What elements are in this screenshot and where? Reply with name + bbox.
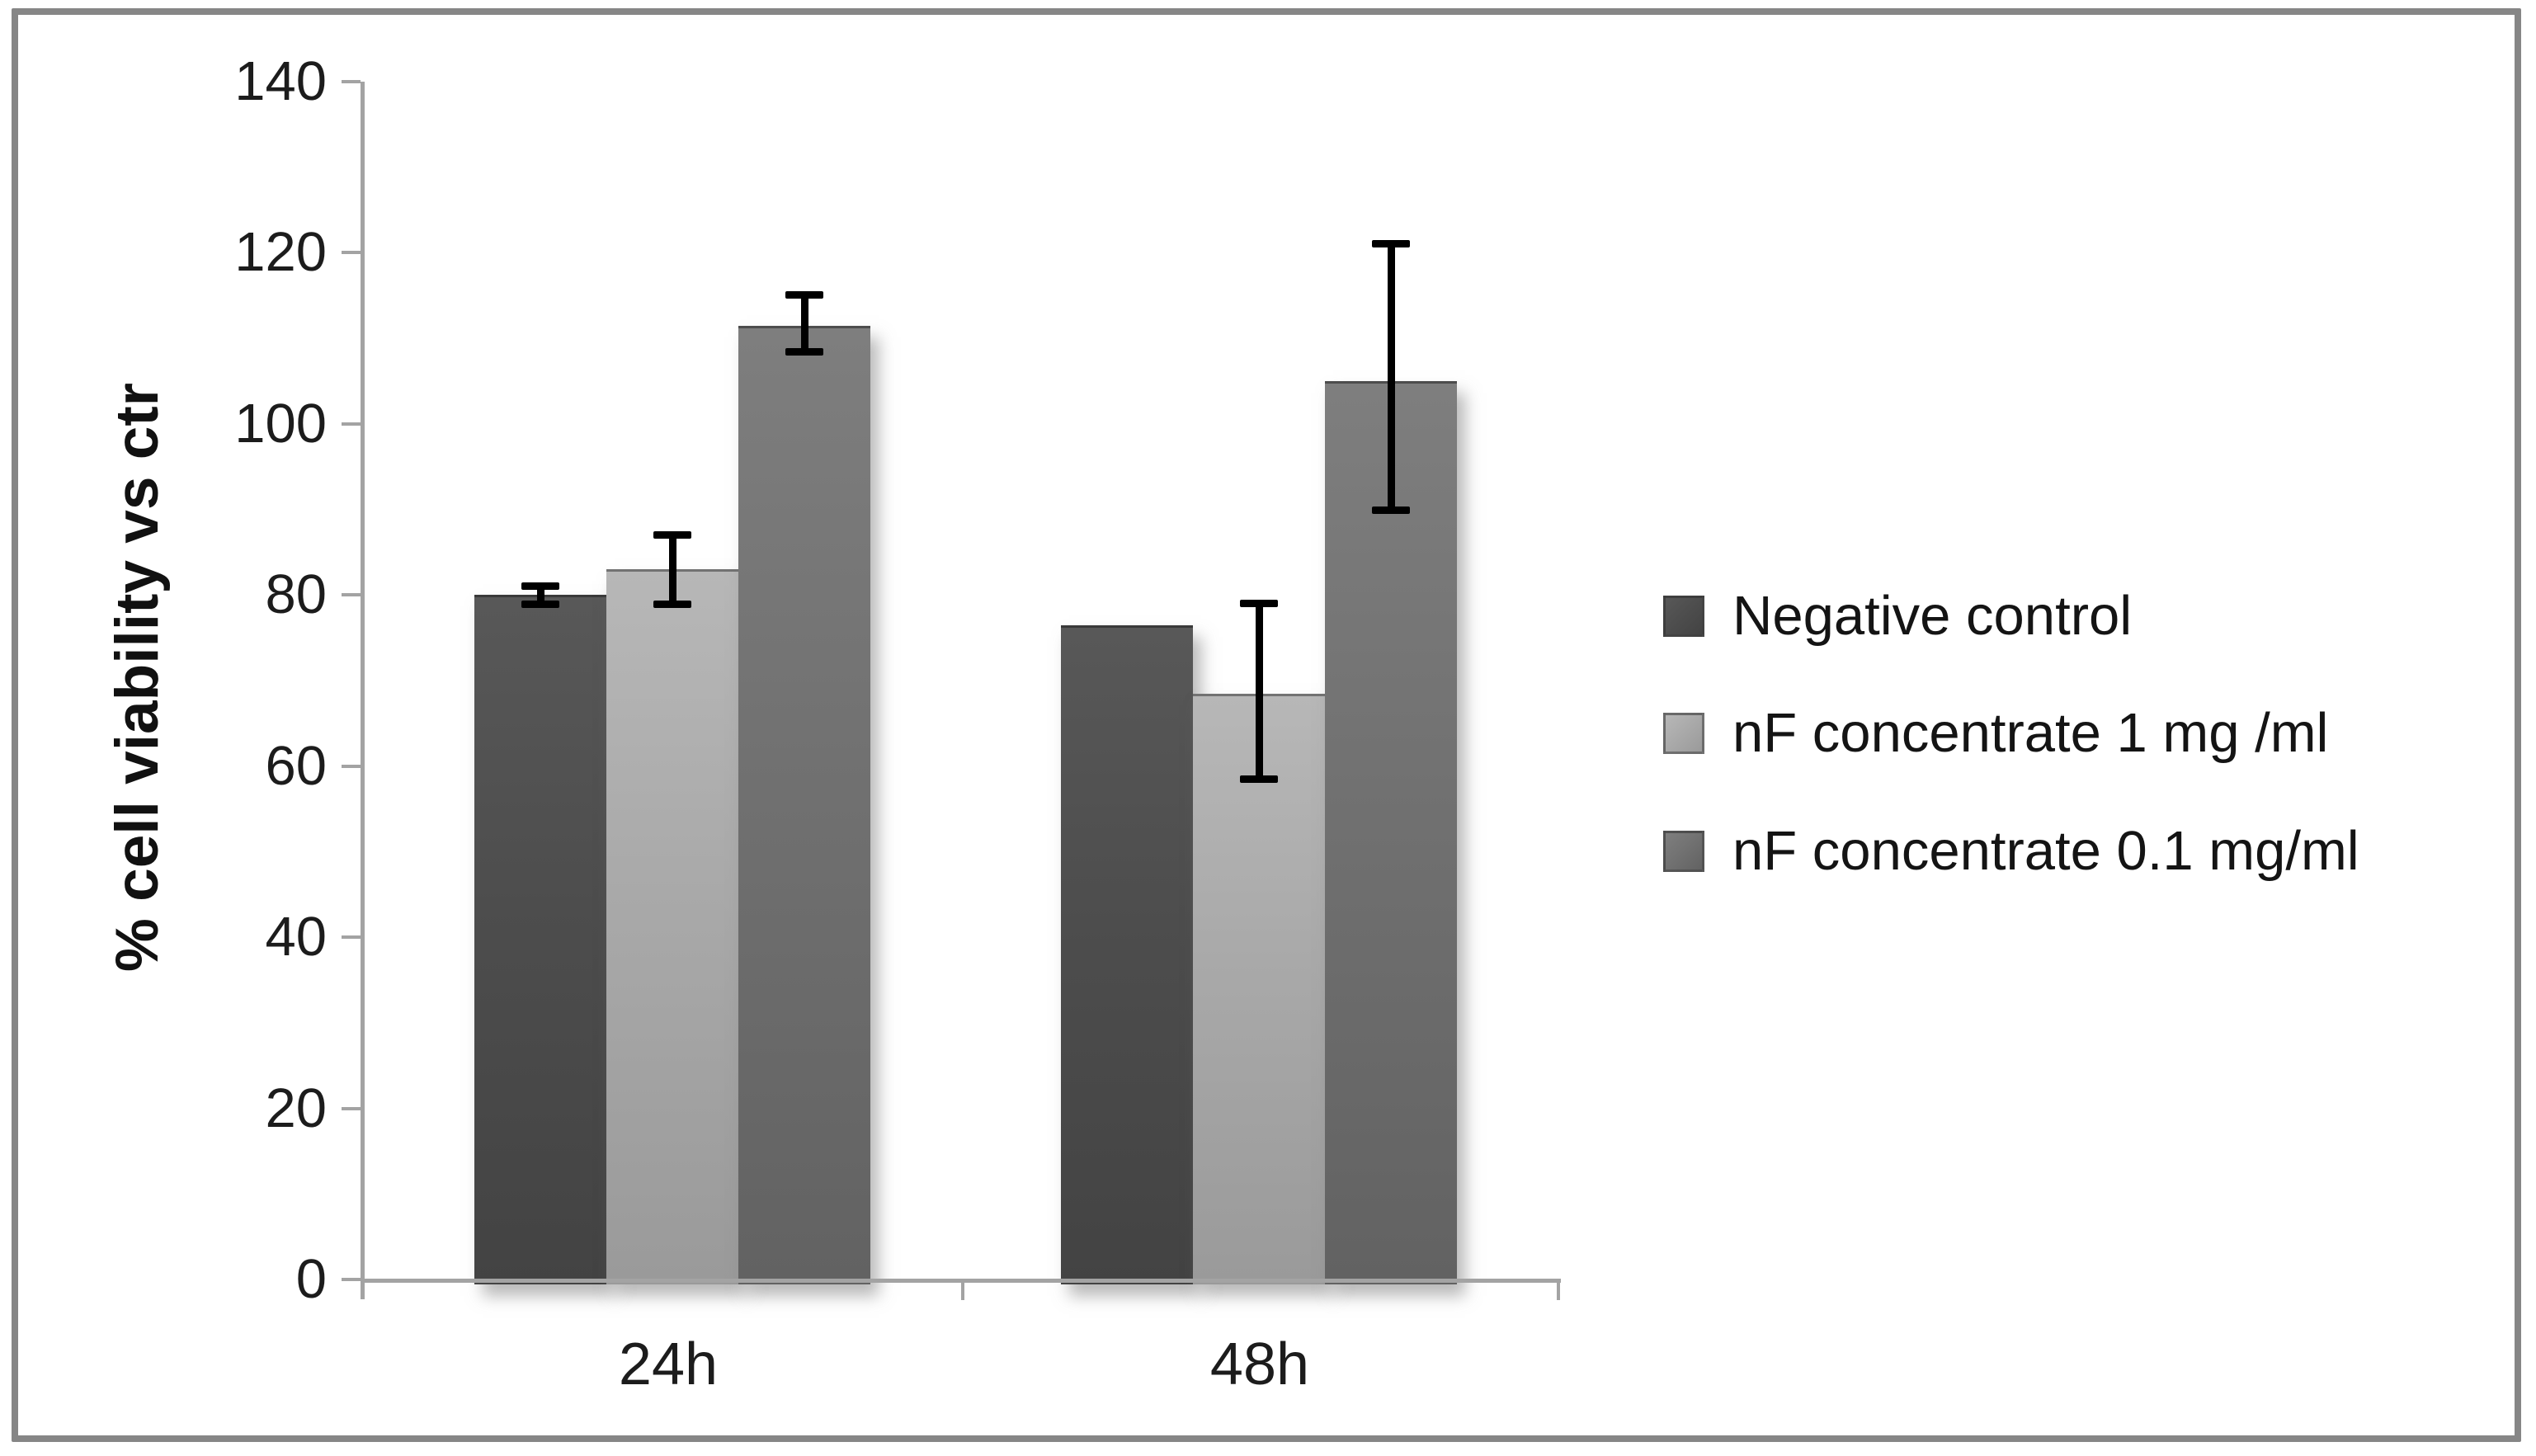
error-bar-48h-series-2 [1372,240,1410,514]
y-tick-mark-120 [342,251,361,255]
legend-swatch-nf-01mg [1663,831,1704,872]
category-label-48h: 48h [1209,1331,1310,1397]
y-tick-label-120: 120 [234,221,327,284]
error-bar-24h-series-2 [785,291,823,356]
legend: Negative control nF concentrate 1 mg /ml… [1663,561,2521,907]
y-tick-label-20: 20 [265,1077,327,1139]
y-tick-mark-40 [342,935,361,940]
x-tick-mark-0 [960,1282,964,1300]
error-bar-24h-series-0 [521,582,559,608]
y-tick-label-40: 40 [265,906,327,968]
y-tick-mark-140 [342,80,361,83]
bar-24h-series-2 [738,325,870,1284]
bar-24h-series-0 [474,595,606,1284]
y-tick-mark-100 [342,422,361,426]
y-tick-label-140: 140 [234,50,327,112]
y-tick-mark-20 [342,1106,361,1110]
bar-48h-series-1 [1193,693,1325,1284]
legend-swatch-nf-1mg [1663,713,1704,754]
y-tick-mark-80 [342,593,361,597]
y-tick-label-60: 60 [265,734,327,797]
bar-48h-series-0 [1061,624,1193,1284]
legend-swatch-negative-control [1663,596,1704,637]
error-bar-48h-series-1 [1240,599,1278,784]
y-tick-label-0: 0 [295,1248,327,1310]
legend-label-nf-1mg: nF concentrate 1 mg /ml [1732,702,2329,764]
bar-48h-series-2 [1325,381,1457,1284]
y-tick-mark-0 [342,1278,361,1281]
bar-24h-series-1 [606,569,738,1284]
x-tick-mark-1 [1557,1282,1560,1300]
legend-label-nf-01mg: nF concentrate 0.1 mg/ml [1732,820,2359,882]
figure-border [12,8,2521,1442]
y-tick-label-100: 100 [234,392,327,455]
y-tick-label-80: 80 [265,563,327,626]
legend-label-negative-control: Negative control [1732,585,2133,647]
y-axis-line [361,82,365,1299]
x-axis-line [361,1279,1561,1283]
error-bar-24h-series-1 [653,530,691,608]
y-tick-mark-60 [342,764,361,768]
category-label-24h: 24h [618,1331,719,1397]
